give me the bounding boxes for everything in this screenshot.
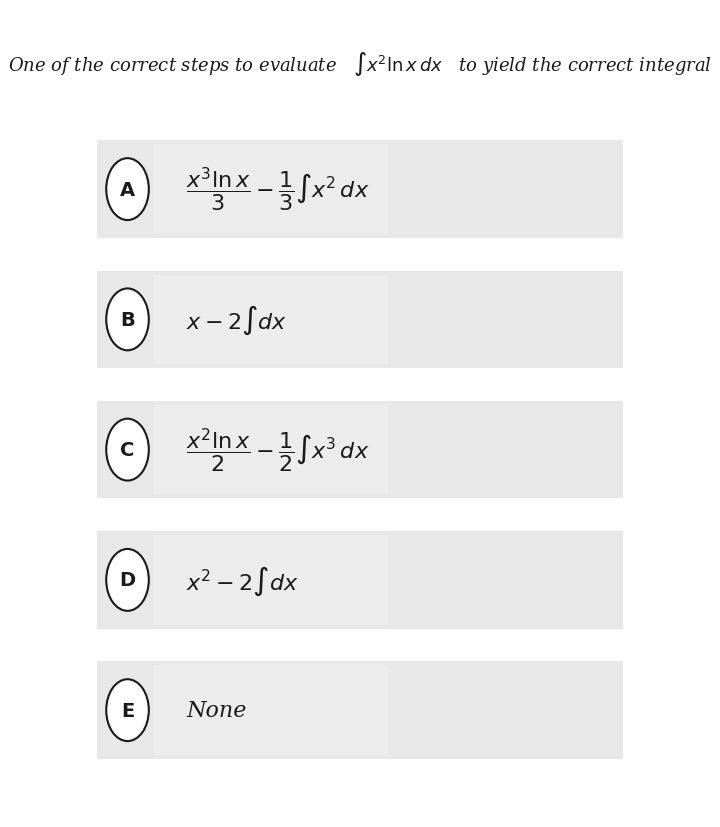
Text: $\dfrac{x^2\ln x}{2} - \dfrac{1}{2}\int x^3\, dx$: $\dfrac{x^2\ln x}{2} - \dfrac{1}{2}\int … [186, 426, 370, 474]
Text: $x^2 - 2\int dx$: $x^2 - 2\int dx$ [186, 563, 299, 597]
Circle shape [107, 680, 149, 741]
FancyBboxPatch shape [153, 146, 388, 235]
Text: None: None [186, 700, 247, 721]
Text: $x - 2\int dx$: $x - 2\int dx$ [186, 304, 287, 337]
FancyBboxPatch shape [153, 535, 388, 625]
FancyBboxPatch shape [153, 666, 388, 755]
FancyBboxPatch shape [153, 275, 388, 365]
Circle shape [107, 549, 149, 611]
FancyBboxPatch shape [96, 271, 624, 369]
Text: C: C [120, 441, 135, 460]
FancyBboxPatch shape [96, 401, 624, 499]
FancyBboxPatch shape [96, 141, 624, 239]
Text: D: D [120, 571, 135, 590]
FancyBboxPatch shape [96, 662, 624, 759]
Text: $\dfrac{x^3\ln x}{3} - \dfrac{1}{3}\int x^2\, dx$: $\dfrac{x^3\ln x}{3} - \dfrac{1}{3}\int … [186, 166, 370, 214]
Circle shape [107, 419, 149, 481]
Text: A: A [120, 180, 135, 199]
Circle shape [107, 289, 149, 351]
Text: B: B [120, 310, 135, 329]
Circle shape [107, 159, 149, 221]
FancyBboxPatch shape [153, 405, 388, 495]
FancyBboxPatch shape [96, 532, 624, 629]
Text: One of the correct steps to evaluate   $\int x^2\ln x\, dx$   to yield the corre: One of the correct steps to evaluate $\i… [8, 50, 712, 78]
Text: E: E [121, 700, 134, 719]
